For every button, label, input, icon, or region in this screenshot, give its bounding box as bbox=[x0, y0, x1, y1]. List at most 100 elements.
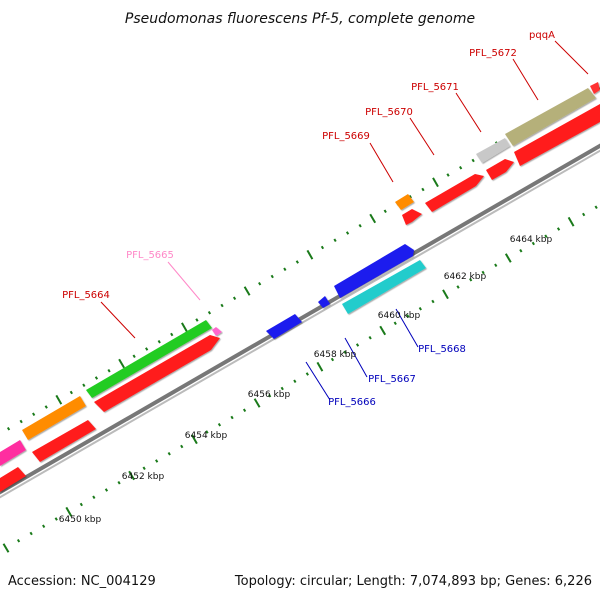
gene-label-pfl5665[interactable]: PFL_5665 bbox=[126, 250, 174, 261]
gene-arrow-pfl5669[interactable] bbox=[402, 209, 422, 225]
gene-arrow-pfl5672[interactable] bbox=[514, 104, 600, 166]
outer-track-minor-tick bbox=[345, 231, 350, 235]
outer-track-minor-tick bbox=[170, 332, 174, 337]
gene-arrow-pfl5668[interactable] bbox=[334, 244, 414, 298]
outer-track-major-tick bbox=[55, 394, 63, 405]
gene-label-pqqa[interactable]: pqqA bbox=[529, 30, 555, 41]
scale-label-6452: 6452 kbp bbox=[122, 472, 165, 482]
outer-track-major-tick bbox=[369, 213, 377, 224]
forward-strand-genes bbox=[0, 104, 600, 492]
inner-track-minor-tick bbox=[117, 480, 121, 485]
gene-arrow-pfl5667[interactable] bbox=[318, 296, 330, 308]
inner-track-major-tick bbox=[379, 325, 387, 336]
scale-label-6458: 6458 kbp bbox=[314, 350, 357, 360]
gene-label-pfl5669[interactable]: PFL_5669 bbox=[322, 131, 370, 142]
gene-arrow-grey[interactable] bbox=[476, 138, 510, 163]
outer-track-minor-tick bbox=[107, 368, 111, 373]
gene-arrow-pfl5665[interactable] bbox=[212, 327, 222, 336]
inner-track-minor-tick bbox=[431, 299, 435, 304]
gene-label-pfl5667[interactable]: PFL_5667 bbox=[368, 374, 416, 385]
inner-track-minor-tick bbox=[582, 212, 586, 217]
gene-arrow-pfl5666[interactable] bbox=[266, 314, 302, 339]
outer-track-minor-tick bbox=[232, 296, 237, 301]
gene-label-pfl5664[interactable]: PFL_5664 bbox=[62, 290, 110, 301]
gene-arrow-red-b[interactable] bbox=[94, 335, 220, 412]
inner-track-minor-tick bbox=[293, 379, 297, 384]
inner-track-minor-tick bbox=[519, 248, 523, 253]
outer-track-minor-tick bbox=[6, 426, 11, 431]
gene-label-pfl5668[interactable]: PFL_5668 bbox=[418, 344, 466, 355]
outer-track-major-tick bbox=[243, 286, 251, 296]
gene-label-pfl5672[interactable]: PFL_5672 bbox=[469, 48, 517, 59]
inner-tick-track bbox=[2, 205, 598, 553]
gene-label-pfl5670[interactable]: PFL_5670 bbox=[365, 107, 413, 118]
gene-label-pfl5671[interactable]: PFL_5671 bbox=[411, 82, 459, 93]
inner-track-minor-tick bbox=[42, 524, 46, 529]
inner-track-minor-tick bbox=[217, 422, 222, 427]
inner-track-major-tick bbox=[65, 506, 73, 517]
gene-arrow-pqqa[interactable] bbox=[590, 82, 600, 94]
outer-track-minor-tick bbox=[19, 419, 23, 424]
gene-arrow-pfl5671[interactable] bbox=[486, 159, 514, 180]
gene-arrow-red-a[interactable] bbox=[32, 420, 96, 462]
inner-track-minor-tick bbox=[418, 306, 422, 311]
outer-track-minor-tick bbox=[207, 310, 212, 315]
reverse-strand-genes bbox=[266, 244, 426, 339]
inner-track-major-tick bbox=[2, 543, 10, 553]
gene-arrow-olive[interactable] bbox=[505, 88, 596, 146]
gene-arrow-orange-small[interactable] bbox=[395, 194, 414, 210]
inner-track-minor-tick bbox=[29, 531, 33, 536]
outer-track-minor-tick bbox=[195, 318, 199, 322]
topology-text: Topology: circular; Length: 7,074,893 bp… bbox=[234, 574, 592, 589]
inner-track-minor-tick bbox=[531, 241, 535, 246]
upper-lane-genes bbox=[0, 82, 600, 466]
inner-track-major-tick bbox=[567, 216, 575, 227]
inner-track-minor-tick bbox=[268, 393, 272, 398]
inner-track-minor-tick bbox=[544, 234, 548, 239]
inner-track-minor-tick bbox=[142, 466, 146, 471]
gene-arrow-orange[interactable] bbox=[22, 396, 86, 440]
inner-track-major-tick bbox=[504, 253, 512, 263]
outer-track-minor-tick bbox=[157, 339, 161, 344]
scale-label-6456: 6456 kbp bbox=[248, 390, 291, 400]
outer-track-minor-tick bbox=[295, 260, 299, 264]
outer-track-major-tick bbox=[118, 358, 125, 369]
inner-track-minor-tick bbox=[180, 444, 184, 449]
gene-arrow-magenta[interactable] bbox=[0, 440, 26, 466]
inner-track-major-tick bbox=[191, 434, 198, 445]
outer-track-major-tick bbox=[181, 322, 188, 333]
inner-track-minor-tick bbox=[393, 321, 397, 326]
gene-arrow-pfl5670[interactable] bbox=[425, 174, 484, 212]
outer-track-minor-tick bbox=[333, 238, 337, 243]
outer-track-minor-tick bbox=[446, 173, 450, 177]
outer-track-minor-tick bbox=[82, 383, 86, 388]
outer-track-minor-tick bbox=[94, 376, 99, 380]
gene-label-pfl5666[interactable]: PFL_5666 bbox=[328, 397, 376, 408]
inner-track-minor-tick bbox=[556, 227, 561, 231]
inner-track-minor-tick bbox=[368, 335, 372, 340]
outer-track-minor-tick bbox=[459, 165, 463, 170]
scale-label-6460: 6460 kbp bbox=[378, 311, 421, 321]
gene-arrow-pfl5664-red[interactable] bbox=[0, 467, 26, 492]
gene-arrow-cyan[interactable] bbox=[342, 260, 426, 314]
inner-track-minor-tick bbox=[330, 357, 335, 362]
inner-track-major-tick bbox=[128, 470, 135, 481]
gene-arrow-green[interactable] bbox=[86, 320, 212, 398]
scale-label-6454: 6454 kbp bbox=[185, 431, 228, 441]
outer-track-minor-tick bbox=[258, 281, 262, 286]
outer-track-minor-tick bbox=[69, 390, 73, 395]
outer-track-minor-tick bbox=[283, 267, 287, 272]
inner-track-minor-tick bbox=[54, 517, 58, 521]
inner-track-minor-tick bbox=[167, 451, 171, 456]
outer-track-minor-tick bbox=[471, 158, 475, 163]
inner-track-major-tick bbox=[316, 361, 324, 372]
inner-track-minor-tick bbox=[280, 386, 284, 391]
scale-label-6464: 6464 kbp bbox=[510, 235, 553, 245]
map-title: Pseudomonas fluorescens Pf-5, complete g… bbox=[125, 11, 475, 27]
inner-track-minor-tick bbox=[406, 314, 410, 318]
accession-text: Accession: NC_004129 bbox=[8, 574, 156, 589]
scale-labels: 6450 kbp 6452 kbp 6454 kbp 6456 kbp 6458… bbox=[59, 235, 553, 525]
outer-track-minor-tick bbox=[421, 187, 425, 192]
inner-track-minor-tick bbox=[205, 430, 209, 434]
gene-labels: PFL_5664 PFL_5665 PFL_5669 PFL_5670 PFL_… bbox=[62, 30, 555, 408]
